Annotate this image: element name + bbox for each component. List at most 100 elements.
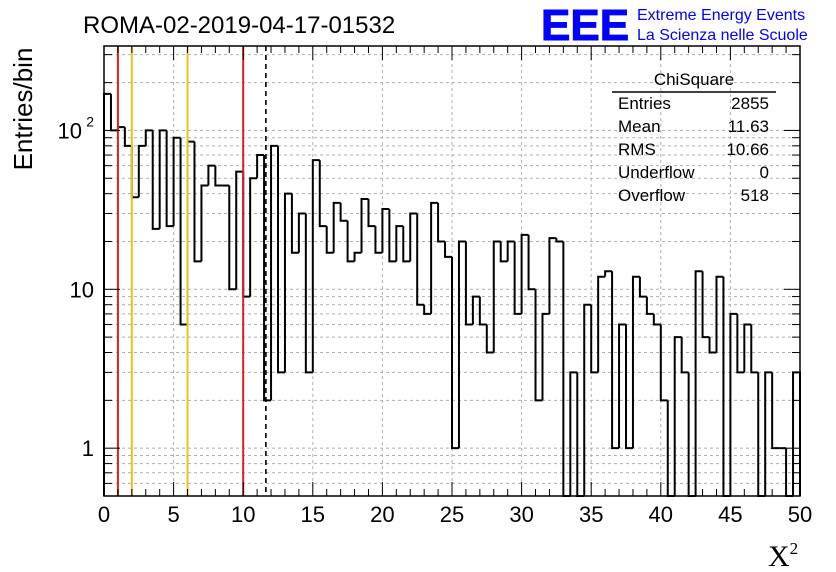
histogram-bin [311, 159, 320, 373]
x-tick-label: 30 [509, 502, 533, 527]
histogram-bin [346, 220, 355, 263]
x-tick-label: 10 [231, 502, 255, 527]
histogram-bin [604, 270, 613, 277]
stats-value: 0 [760, 163, 769, 182]
histogram-bin [680, 337, 689, 374]
histogram-bin [513, 241, 522, 315]
histogram-bin [172, 136, 181, 227]
histogram-bin [764, 371, 773, 496]
histogram-bin [374, 226, 383, 254]
histogram-bin [659, 324, 668, 402]
logo-line-1: Extreme Energy Events [637, 7, 805, 24]
histogram-bin [144, 129, 153, 146]
histogram-bin [694, 270, 703, 496]
histogram-bin [123, 127, 132, 147]
histogram-bin [715, 275, 724, 353]
histogram-bin [165, 130, 174, 228]
histogram-bin [353, 251, 362, 262]
histogram-bin [520, 233, 529, 314]
logo-line-2: La Scienza nelle Scuole [637, 27, 808, 44]
histogram-bin [283, 192, 292, 373]
histogram-bin [437, 202, 446, 243]
histogram-bin [297, 212, 306, 253]
histogram-bin [137, 144, 146, 198]
histogram-bin [687, 372, 696, 497]
histogram-bin [485, 324, 494, 354]
x-tick-label: 50 [788, 502, 812, 527]
logo-mark: EEE [541, 1, 629, 50]
histogram-bin [290, 193, 299, 254]
stats-rows: Entries 2855 Mean 11.63 RMS 10.66 Underflow 0 Ov… [618, 94, 769, 205]
histogram-bin [569, 371, 578, 496]
histogram-bin [618, 323, 626, 449]
chart-title: ROMA-02-2019-04-17-01532 [83, 12, 395, 39]
histogram-bin [207, 164, 216, 186]
histogram-bin [130, 145, 139, 199]
histogram-bin [701, 271, 710, 339]
histogram-bin [625, 324, 633, 450]
histogram-bin [792, 371, 801, 496]
histogram-bin [444, 241, 452, 258]
x-axis-label: X2 [768, 539, 798, 572]
histogram-bin [548, 237, 557, 314]
y-tick-label: 1 [82, 436, 94, 461]
histogram-bin [200, 184, 209, 262]
histogram-bin [743, 323, 752, 373]
histogram-bin [360, 198, 369, 253]
histogram-bin [541, 312, 550, 401]
histogram-bin [186, 140, 195, 325]
histogram-bin [270, 144, 278, 401]
histogram-bin [339, 202, 348, 222]
y-tick-label-exponent: 2 [86, 113, 94, 129]
histogram-bin [471, 295, 480, 325]
histogram-bin [214, 165, 223, 187]
stats-label: Mean [618, 117, 661, 136]
histogram-bin [673, 336, 682, 496]
histogram-bin [457, 240, 466, 449]
histogram-bin [576, 372, 585, 497]
histogram-bin [645, 296, 654, 315]
histogram-bin [736, 313, 745, 374]
histogram-bin [318, 160, 327, 228]
y-tick-label: 10 [70, 277, 94, 302]
histogram-bin [332, 201, 341, 253]
histogram-bin [492, 240, 501, 353]
x-tick-label: 35 [579, 502, 603, 527]
histogram-bin [597, 275, 606, 373]
histogram-bin [381, 208, 390, 253]
histogram-bin [256, 154, 265, 179]
histogram-bin [430, 201, 439, 314]
histogram-bin [103, 92, 111, 496]
histogram-bin [729, 312, 738, 496]
histogram-bin [109, 93, 118, 132]
histogram-bin [388, 209, 397, 263]
histogram-bin [590, 304, 599, 374]
stats-label: Underflow [618, 163, 695, 182]
histogram-bin [249, 177, 258, 297]
x-tick-label: 40 [649, 502, 673, 527]
histogram-bin [367, 199, 376, 228]
histogram-bin [464, 241, 473, 326]
eee-logo: EEE Extreme Energy Events La Scienza nel… [541, 1, 808, 51]
stats-value: 518 [741, 186, 769, 205]
histogram-bin [631, 275, 640, 449]
x-tick-label: 0 [98, 502, 110, 527]
y-tick-label: 10 [58, 118, 82, 143]
histogram-bin [708, 337, 717, 354]
histogram-bin [277, 145, 285, 374]
histogram-bin [527, 234, 536, 291]
histogram-bin [409, 212, 418, 262]
stats-label: Entries [618, 94, 671, 113]
histogram-bin [750, 324, 759, 374]
histogram-bin [325, 226, 334, 254]
stats-label: RMS [618, 140, 656, 159]
histogram-bin [534, 289, 543, 402]
x-tick-label: 15 [301, 502, 325, 527]
histogram-bin [611, 271, 620, 450]
x-tick-label: 45 [718, 502, 742, 527]
histogram-bin [451, 256, 459, 450]
histogram-bin [235, 170, 244, 290]
stats-value: 10.66 [726, 140, 769, 159]
